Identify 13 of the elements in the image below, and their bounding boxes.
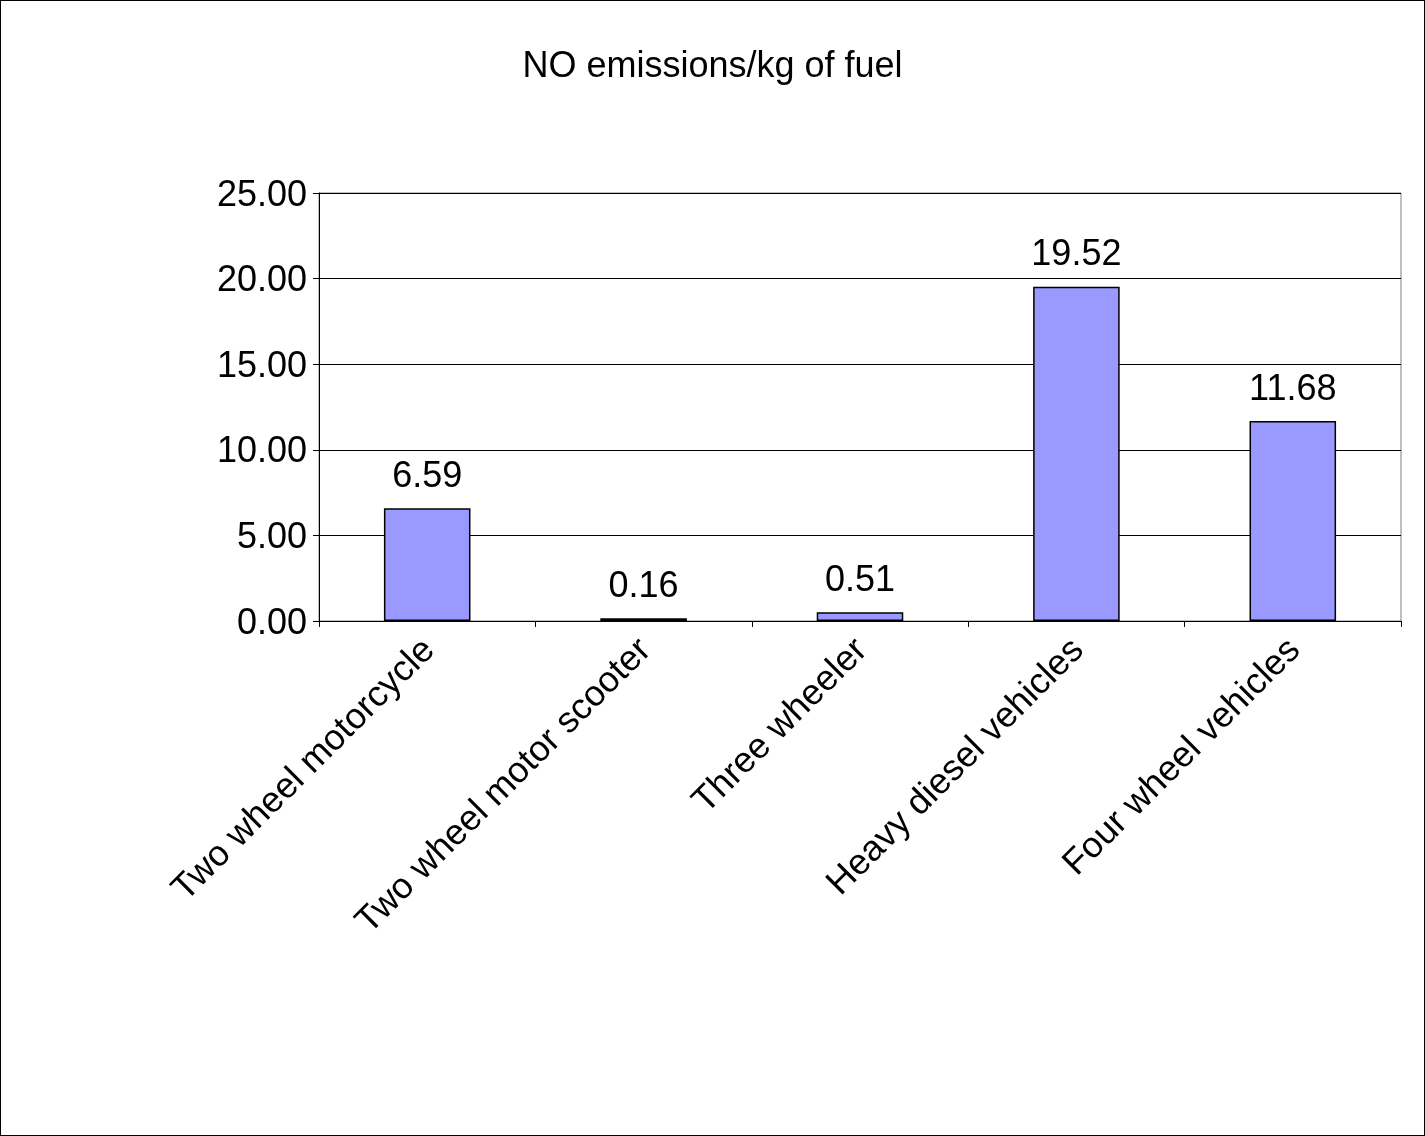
data-label: 11.68 xyxy=(1249,366,1337,408)
y-tick-label: 5.00 xyxy=(236,514,307,556)
y-tick-label: 20.00 xyxy=(216,258,307,300)
data-label: 0.51 xyxy=(824,557,896,599)
y-tick-label: 0.00 xyxy=(236,600,307,642)
bar xyxy=(816,612,904,621)
y-tick-label: 25.00 xyxy=(216,172,307,214)
data-label: 19.52 xyxy=(1031,232,1122,274)
y-tick-label: 15.00 xyxy=(216,343,307,385)
y-tick-label: 10.00 xyxy=(216,429,307,471)
chart-title: NO emissions/kg of fuel xyxy=(522,43,903,85)
data-label: 0.16 xyxy=(608,563,679,605)
data-label: 6.59 xyxy=(392,453,463,495)
